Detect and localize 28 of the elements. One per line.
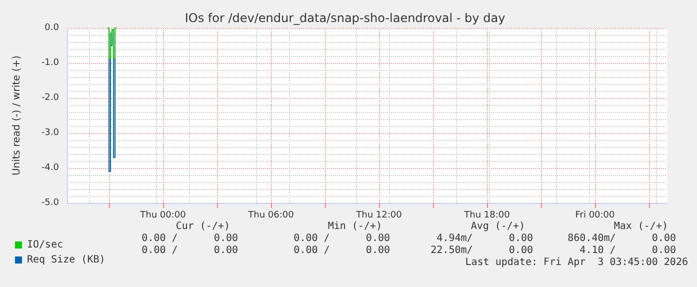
y-tick-label: -2.0 (41, 93, 60, 103)
text: 0.00 / 0.00 (294, 245, 390, 257)
text: 4.10 / 0.00 (580, 245, 676, 257)
text: 22.50m/ 0.00 (430, 245, 533, 257)
x-tick-label: Thu 12:00 (355, 210, 402, 220)
text: 860.40m/ 0.00 (568, 233, 676, 245)
y-tick-label: -1.0 (41, 58, 60, 68)
x-tick-label: Fri 00:00 (575, 210, 616, 220)
text: Min (-/+) (328, 221, 382, 233)
text: Avg (-/+) (470, 221, 525, 233)
x-tick-label: Thu 18:00 (463, 210, 510, 220)
chart-title: IOs for /dev/endur_data/snap-sho-laendroval - by day (184, 11, 506, 25)
text: Cur (-/+) (176, 221, 230, 233)
y-tick-label: -4.0 (41, 163, 60, 173)
y-axis-title: Units read (-) / write (+) (12, 55, 22, 176)
text: 0.00 / 0.00 (142, 233, 238, 245)
text: 4.94m/ 0.00 (436, 233, 533, 245)
x-tick-label: Thu 06:00 (247, 210, 294, 220)
y-tick-label: 0.0 (44, 23, 60, 33)
text: Max (-/+) (614, 221, 668, 233)
legend-label: Req Size (KB) (27, 254, 106, 266)
legend-label: IO/sec (27, 240, 64, 250)
text: 0.00 / 0.00 (142, 245, 238, 257)
y-tick-label: -3.0 (41, 128, 60, 138)
y-tick-label: -5.0 (41, 198, 60, 208)
text: Last update: Fri Apr 3 03:45:00 2026 (465, 257, 688, 269)
text: 0.00 / 0.00 (294, 233, 390, 245)
x-tick-label: Thu 00:00 (139, 210, 186, 220)
